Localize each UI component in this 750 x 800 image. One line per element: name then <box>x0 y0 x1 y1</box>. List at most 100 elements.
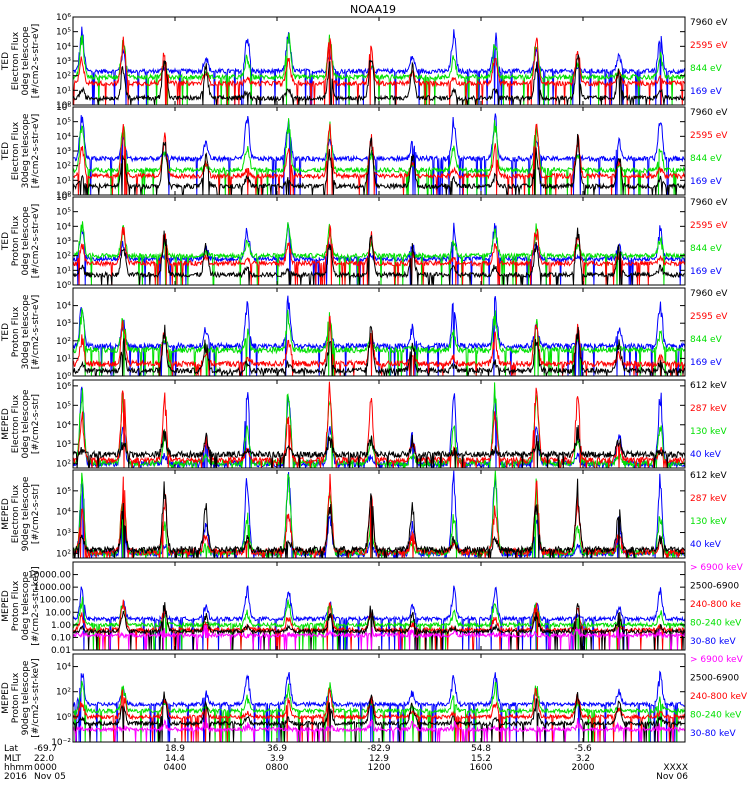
y-tick-label: 10² <box>56 549 71 559</box>
y-tick-label: 10⁴ <box>56 508 71 518</box>
x-tick-label-mlt: 12.9 <box>369 754 389 764</box>
y-tick-label: 10³ <box>56 57 71 67</box>
y-tick-label: 10² <box>56 162 71 172</box>
panel-5: 10² 10³ 10⁴ 10⁵ 10⁶ MEPED Electron Flux 0deg te… <box>1 379 727 470</box>
legend-entry: 844 eV <box>690 64 723 74</box>
x-tick-label-mlt: 3.9 <box>270 754 285 764</box>
y-tick-label: 10² <box>56 252 71 262</box>
legend-entry: 7960 eV <box>690 108 728 118</box>
legend-entry: 40 keV <box>690 540 722 550</box>
series-line-30-80-kev <box>73 670 685 742</box>
y-tick-label: 10⁻² <box>51 738 71 748</box>
series-line-80-240-kev <box>73 596 685 650</box>
y-axis-label: Proton Flux <box>11 672 21 723</box>
legend-entry: 7960 eV <box>690 198 728 208</box>
series-line--6900-kev <box>73 624 685 650</box>
panel-6: 10² 10³ 10⁴ 10⁵ MEPED Electron Flux 90deg tele… <box>1 469 727 559</box>
x-tick-label-date: Nov 05 <box>34 772 66 782</box>
y-axis-label: TED <box>1 323 11 342</box>
legend-entry: 130 keV <box>690 427 727 437</box>
panel-frame <box>72 106 686 196</box>
y-tick-label: 10⁵ <box>56 487 71 497</box>
legend-entry: 844 eV <box>690 154 723 164</box>
y-axis-label: Electron Flux <box>11 31 21 90</box>
panel-4-plot-area <box>73 295 685 376</box>
x-row-label: 2016 <box>4 772 27 782</box>
chart-title: NOAA19 <box>350 3 396 16</box>
y-axis-label: 0deg telescope <box>21 389 31 459</box>
series-line-2595-ev <box>73 225 685 285</box>
series-line-7960-ev <box>73 133 685 195</box>
legend-entry: 287 keV <box>690 494 727 504</box>
series-line-844-ev <box>73 221 685 285</box>
x-tick-label-hhmm: 0400 <box>164 763 187 773</box>
y-tick-label: 100.00 <box>40 596 72 606</box>
legend-entry: 169 eV <box>690 267 723 277</box>
y-axis-label: 30deg telescope <box>21 294 31 369</box>
series-line-240-800-kev <box>73 687 685 742</box>
y-tick-label: 10³ <box>56 237 71 247</box>
y-tick-label: 10² <box>56 72 71 82</box>
series-line-844-ev <box>73 118 685 195</box>
y-axis-label: Proton Flux <box>11 215 21 266</box>
series-line-612-kev <box>73 478 685 558</box>
series-line-169-ev <box>73 26 685 105</box>
y-axis-label: Electron Flux <box>11 121 21 180</box>
legend-entry: 7960 eV <box>690 289 728 299</box>
x-tick-label-mlt: 22.0 <box>34 754 54 764</box>
panel-1-plot-area <box>73 26 685 105</box>
legend-entry: 2500-6900 <box>690 674 739 684</box>
y-axis-label: MEPED <box>1 682 11 714</box>
x-tick-label-lat: -69.7 <box>34 744 57 754</box>
panel-2: 10⁰ 10¹ 10² 10³ 10⁴ 10⁵ 10⁶ TED Electron Flux 30d… <box>1 103 728 201</box>
series-line--6900-kev <box>73 717 685 742</box>
y-tick-label: 10⁶ <box>56 103 71 113</box>
legend-entry: 844 eV <box>690 335 723 345</box>
x-tick-label-hhmm: 0000 <box>34 763 57 773</box>
legend-entry: 844 eV <box>690 244 723 254</box>
legend-entry: > 6900 keV <box>690 563 744 573</box>
y-axis-label: Proton Flux <box>11 580 21 631</box>
panel-8: 10⁻² 10⁰ 10² 10⁴ MEPED Proton Flux 90deg teles… <box>1 653 748 748</box>
legend-entry: 169 eV <box>690 87 723 97</box>
legend-entry: 287 keV <box>690 404 727 414</box>
y-axis-label: [#/cm2-s-str-keV] <box>31 566 41 645</box>
y-tick-label: 10⁴ <box>56 302 71 312</box>
y-axis-label: [#/cm2-s-str-eV] <box>31 24 41 99</box>
legend-entry: 240-800 ke <box>690 600 741 610</box>
x-row-label: Lat <box>4 744 19 754</box>
y-axis-label: [#/cm2-s-str-eV] <box>31 204 41 279</box>
x-tick-label-hhmm: 0800 <box>266 763 289 773</box>
legend-entry: 612 keV <box>690 471 727 481</box>
x-row-label: hhmm <box>4 763 33 773</box>
panel-1: 10⁰ 10¹ 10² 10³ 10⁴ 10⁵ 10⁶ TED Electron Flux 0de… <box>1 13 728 111</box>
y-axis-label: [#/cm2-s-str] <box>31 484 41 544</box>
legend-entry: > 6900 keV <box>690 655 744 665</box>
y-tick-label: 1000.00 <box>34 583 71 593</box>
panel-2-plot-area <box>73 113 685 195</box>
series-line-130-kev <box>73 470 685 558</box>
y-tick-label: 10⁴ <box>56 222 71 232</box>
y-tick-label: 10000.00 <box>28 571 71 581</box>
y-tick-label: 10⁰ <box>56 101 71 111</box>
y-tick-label: 10² <box>56 337 71 347</box>
panel-7-plot-area <box>73 585 685 650</box>
y-tick-label: 0.01 <box>51 646 71 656</box>
legend-entry: 30-80 keV <box>690 637 736 647</box>
series-line-2595-ev <box>73 123 685 195</box>
x-tick-label-hhmm: 1600 <box>470 763 493 773</box>
y-axis-label: MEPED <box>1 408 11 440</box>
y-tick-label: 10⁵ <box>56 208 71 218</box>
x-tick-label-lat: 36.9 <box>267 744 287 754</box>
y-tick-label: 10⁴ <box>56 42 71 52</box>
y-axis-label: MEPED <box>1 590 11 622</box>
y-axis-label: Proton Flux <box>11 306 21 357</box>
series-line-287-kev <box>73 381 685 468</box>
legend-entry: 40 keV <box>690 450 722 460</box>
legend-entry: 169 eV <box>690 358 723 368</box>
y-axis-label: 90deg telescope <box>21 660 31 735</box>
y-tick-label: 10³ <box>56 440 71 450</box>
panel-7: 0.01 0.10 1.00 10.00 100.00 1000.00 10000.00 ME… <box>1 561 744 656</box>
y-tick-label: 0.10 <box>51 633 71 643</box>
y-tick-label: 10⁴ <box>56 421 71 431</box>
